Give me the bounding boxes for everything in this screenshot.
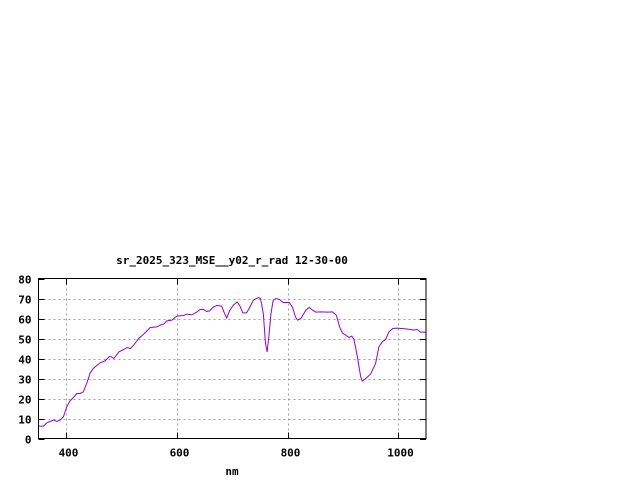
y-tick-label: 70 — [18, 294, 31, 307]
series-line — [38, 296, 426, 427]
y-tick-label: 60 — [18, 314, 31, 327]
y-tick-label: 80 — [18, 274, 31, 287]
x-axis-label: nm — [225, 465, 239, 478]
grid — [38, 278, 426, 439]
y-tick-label: 50 — [18, 334, 31, 347]
y-tick-label: 40 — [18, 354, 31, 367]
x-tick-label: 400 — [59, 447, 79, 460]
y-tick-label: 0 — [25, 434, 32, 447]
chart-title: sr_2025_323_MSE__y02_r_rad 12-30-00 — [116, 254, 348, 267]
y-tick-label: 10 — [18, 414, 31, 427]
y-tick-label: 20 — [18, 394, 31, 407]
y-tick-label: 30 — [18, 374, 31, 387]
x-tick-label: 1000 — [387, 447, 414, 460]
x-tick-label: 800 — [281, 447, 301, 460]
plot-frame — [38, 278, 427, 439]
x-tick-label: 600 — [170, 447, 190, 460]
ticks: 0 10 20 30 40 50 60 70 80 400 600 800 1000 — [18, 274, 426, 460]
